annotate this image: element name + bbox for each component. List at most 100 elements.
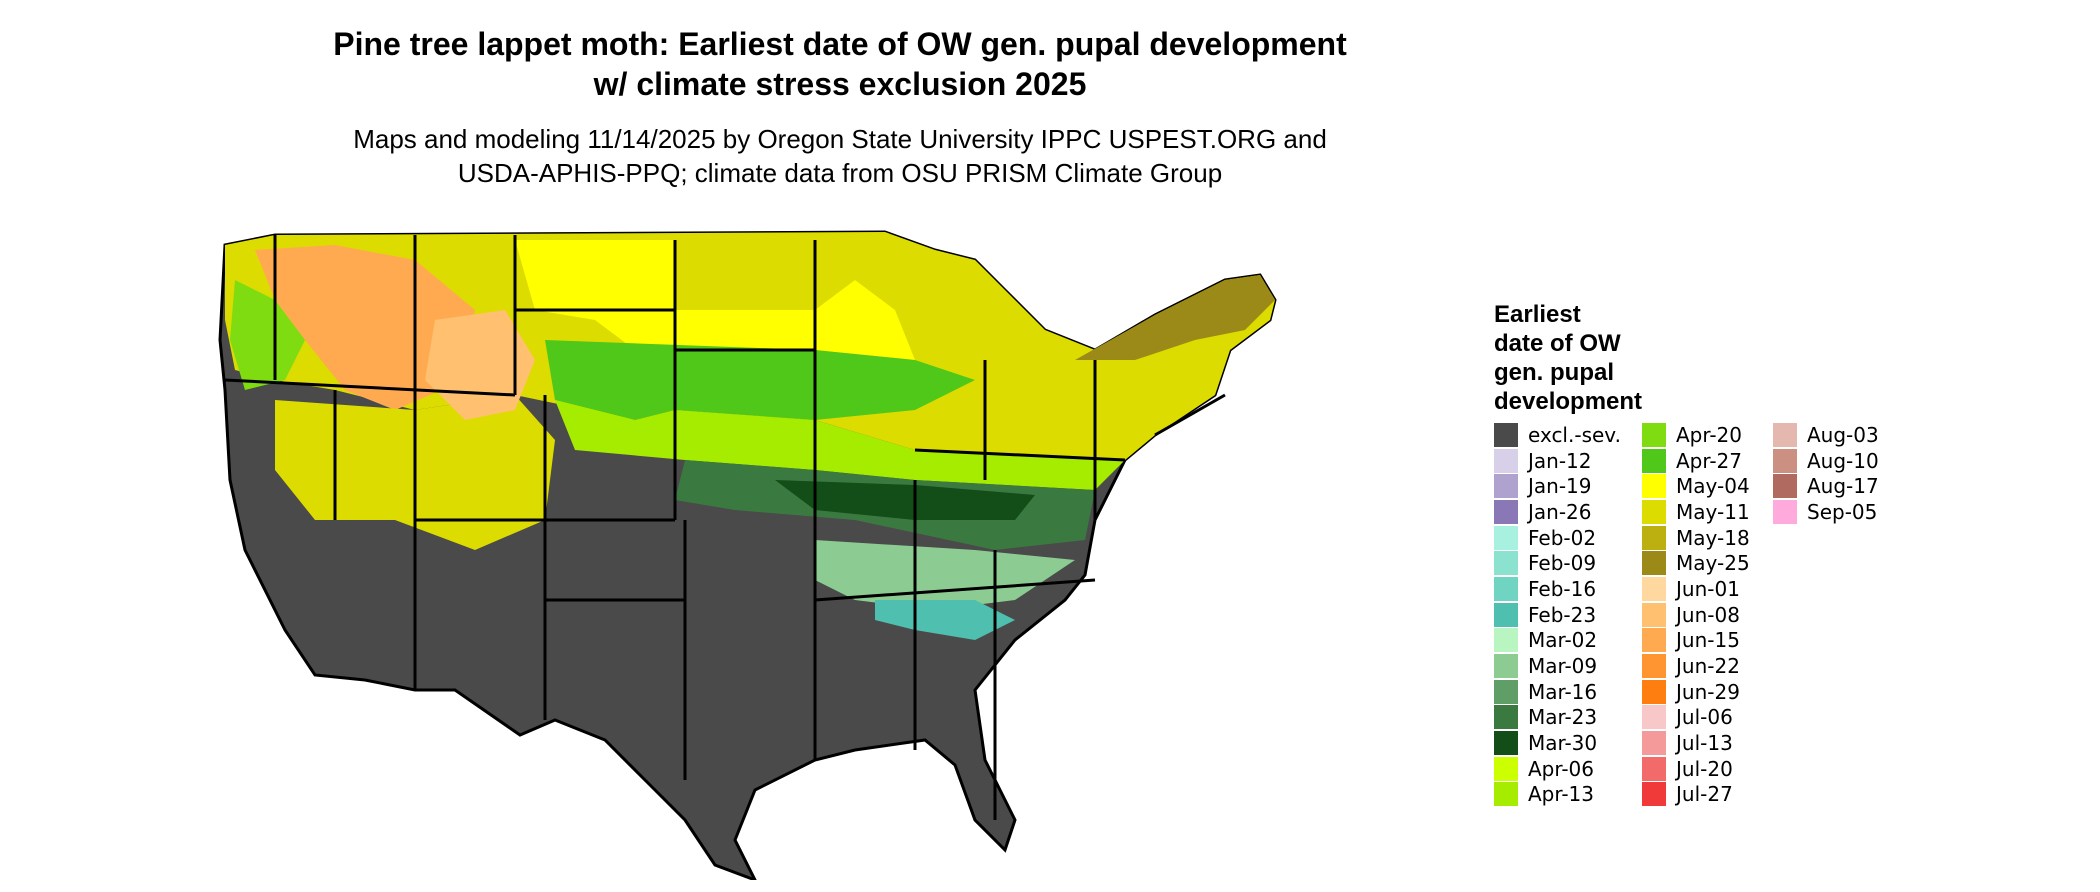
legend-swatch [1494,602,1518,627]
legend-swatch [1642,654,1666,679]
legend-label: Mar-02 [1528,628,1598,653]
legend-item: Jul-06 [1642,705,1750,731]
legend-swatch [1642,705,1666,730]
legend-swatch [1494,679,1518,704]
legend-swatch [1494,705,1518,730]
legend-item: Apr-06 [1494,756,1621,782]
legend-swatch [1494,525,1518,550]
southeast-teal-band [875,600,1015,640]
legend-item: Jun-15 [1642,628,1750,654]
legend-label: May-18 [1676,525,1750,550]
legend-column-3: Aug-03 Aug-10 Aug-17 Sep-05 [1773,422,1879,525]
legend-item: Feb-09 [1494,550,1621,576]
legend-swatch [1642,499,1666,524]
legend-item: Jul-20 [1642,756,1750,782]
legend-swatch [1642,602,1666,627]
dark-olive-northeast [1075,275,1275,360]
legend-label: Aug-03 [1807,422,1879,447]
legend-item: Sep-05 [1773,499,1879,525]
legend-item: Mar-09 [1494,653,1621,679]
legend-item: Jan-26 [1494,499,1621,525]
legend-item: Jun-22 [1642,653,1750,679]
legend-item: Mar-02 [1494,628,1621,654]
midwest-green-band [545,340,975,420]
legend-label: May-11 [1676,499,1750,524]
legend-item: Aug-17 [1773,473,1879,499]
legend-label: May-25 [1676,551,1750,576]
legend-swatch [1494,448,1518,473]
us-map [215,220,1465,883]
legend-column-1: excl.-sev. Jan-12 Jan-19 Jan-26 Feb-02 Feb-09… [1494,422,1621,807]
map-subtitle-line-2: USDA-APHIS-PPQ; climate data from OSU PR… [457,158,1223,188]
legend-label: Jan-26 [1528,499,1592,524]
legend-title-line: date of OW [1494,330,1621,357]
legend-label: Aug-17 [1807,474,1879,499]
legend-swatch [1642,551,1666,576]
legend-label: Jun-08 [1676,602,1740,627]
legend-swatch [1642,628,1666,653]
legend-label: Aug-10 [1807,448,1879,473]
legend-item: Feb-16 [1494,576,1621,602]
legend-swatch [1642,576,1666,601]
legend-swatch [1773,422,1797,447]
legend-label: Feb-02 [1528,525,1597,550]
legend-label: Jun-15 [1676,628,1740,653]
legend-swatch [1773,499,1797,524]
legend-item: May-18 [1642,525,1750,551]
legend-swatch [1642,422,1666,447]
legend-item: excl.-sev. [1494,422,1621,448]
legend-swatch [1494,731,1518,756]
legend-item: Apr-27 [1642,448,1750,474]
legend-swatch [1494,654,1518,679]
legend-label: Jan-12 [1528,448,1592,473]
legend-swatch [1494,756,1518,781]
legend-label: Feb-09 [1528,551,1597,576]
us-map-svg [218,230,1277,883]
legend-item: Jan-12 [1494,448,1621,474]
legend-item: Jan-19 [1494,473,1621,499]
legend-title-line: gen. pupal [1494,359,1614,386]
legend-swatch [1642,782,1666,807]
legend-label: Jul-13 [1676,731,1733,756]
southeast-mint-band [815,540,1075,610]
legend-label: Jan-19 [1528,474,1592,499]
legend-item: Jul-27 [1642,782,1750,808]
legend-label: Jul-06 [1676,705,1733,730]
legend-label: Mar-23 [1528,705,1598,730]
legend-title-line: Earliest [1494,301,1581,328]
legend-label: Apr-13 [1528,782,1594,807]
legend-item: May-04 [1642,473,1750,499]
legend-swatch [1494,499,1518,524]
legend-label: Jul-27 [1676,782,1733,807]
legend-swatch [1642,448,1666,473]
legend-label: Feb-16 [1528,576,1597,601]
legend-swatch [1494,576,1518,601]
legend-label: Sep-05 [1807,499,1878,524]
legend-label: Jun-22 [1676,654,1740,679]
western-mountain-patch [255,245,475,410]
legend-label: Mar-09 [1528,654,1598,679]
legend-label: Mar-30 [1528,731,1598,756]
legend-item: Jun-29 [1642,679,1750,705]
legend-item: Jul-13 [1642,730,1750,756]
legend-label: Apr-06 [1528,756,1594,781]
legend-label: Jun-29 [1676,679,1740,704]
legend-item: Mar-16 [1494,679,1621,705]
western-green-patch [230,280,305,390]
legend-swatch [1494,782,1518,807]
midwest-lime-band [555,400,1125,490]
map-title: Pine tree lappet moth: Earliest date of … [0,24,1680,104]
legend-item: Apr-20 [1642,422,1750,448]
legend-title: Earliest date of OW gen. pupal developme… [1494,300,1642,416]
map-title-line-1: Pine tree lappet moth: Earliest date of … [333,26,1347,62]
legend-swatch [1494,551,1518,576]
legend-item: Jun-08 [1642,602,1750,628]
legend-swatch [1773,448,1797,473]
legend-item: Feb-23 [1494,602,1621,628]
legend-swatch [1642,679,1666,704]
legend-item: Mar-30 [1494,730,1621,756]
map-subtitle: Maps and modeling 11/14/2025 by Oregon S… [0,122,1680,190]
legend-item: Aug-03 [1773,422,1879,448]
darkest-green-band [775,480,1035,520]
legend-label: Feb-23 [1528,602,1597,627]
